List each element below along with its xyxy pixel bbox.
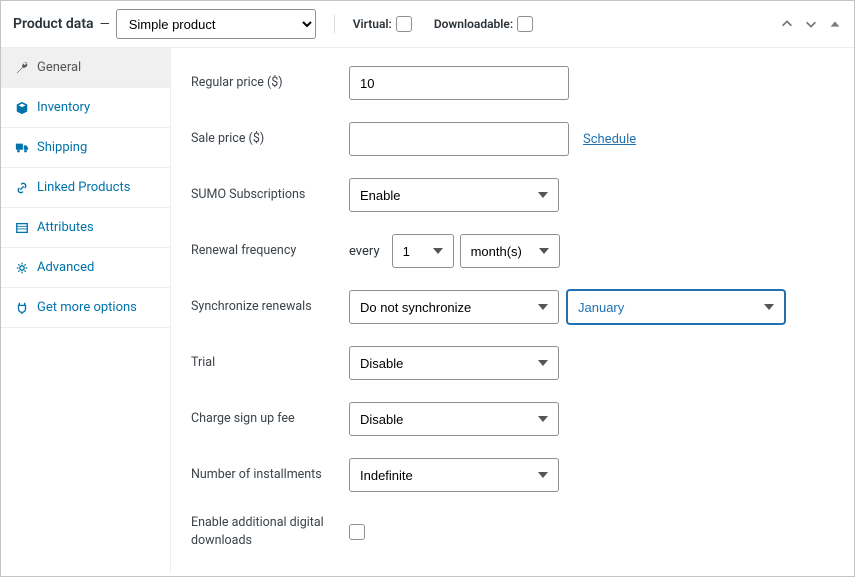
virtual-checkbox[interactable] [396, 16, 412, 32]
product-type-select[interactable]: Simple product [116, 9, 316, 39]
renewal-every-text: every [349, 244, 380, 259]
chevron-down-icon[interactable] [804, 17, 818, 31]
tab-content: Regular price ($) Sale price ($) Schedul… [171, 48, 854, 574]
digital-label: Enable additional digital downloads [191, 514, 349, 549]
tab-general[interactable]: General [1, 48, 170, 88]
regular-price-label: Regular price ($) [191, 74, 349, 92]
tab-inventory-label: Inventory [37, 100, 90, 115]
sync-label: Synchronize renewals [191, 298, 349, 316]
plugin-icon [15, 301, 29, 315]
renewal-unit-select[interactable]: month(s) [460, 234, 560, 268]
tab-linked-label: Linked Products [37, 180, 130, 195]
row-sale-price: Sale price ($) Schedule [191, 122, 834, 156]
product-data-panel: Product data — Simple product Virtual: D… [0, 0, 855, 577]
sumo-select[interactable]: Enable [349, 178, 559, 212]
installments-select[interactable]: Indefinite [349, 458, 559, 492]
panel-title: Product data [13, 16, 94, 32]
header-divider [334, 15, 335, 33]
package-icon [15, 101, 29, 115]
trial-select[interactable]: Disable [349, 346, 559, 380]
tab-advanced-label: Advanced [37, 260, 94, 275]
virtual-label: Virtual: [353, 17, 392, 31]
link-icon [15, 181, 29, 195]
signup-label: Charge sign up fee [191, 410, 349, 428]
tab-linked-products[interactable]: Linked Products [1, 168, 170, 208]
tab-shipping[interactable]: Shipping [1, 128, 170, 168]
sync-month-select[interactable]: January [567, 290, 785, 324]
collapse-icon[interactable] [828, 17, 842, 31]
gear-icon [15, 261, 29, 275]
title-separator: — [100, 17, 110, 32]
trial-label: Trial [191, 354, 349, 372]
renewal-number-select[interactable]: 1 [392, 234, 454, 268]
downloadable-checkbox[interactable] [517, 16, 533, 32]
row-renewal-frequency: Renewal frequency every 1 month(s) [191, 234, 834, 268]
row-signup-fee: Charge sign up fee Disable [191, 402, 834, 436]
sale-price-input[interactable] [349, 122, 569, 156]
tab-attributes[interactable]: Attributes [1, 208, 170, 248]
tab-get-more[interactable]: Get more options [1, 288, 170, 328]
downloadable-label: Downloadable: [434, 17, 513, 31]
row-digital-downloads: Enable additional digital downloads [191, 514, 834, 549]
truck-icon [15, 141, 29, 155]
list-icon [15, 221, 29, 235]
renewal-label: Renewal frequency [191, 242, 349, 260]
tab-attributes-label: Attributes [37, 220, 94, 235]
tab-get-more-label: Get more options [37, 300, 137, 315]
installments-label: Number of installments [191, 466, 349, 484]
sumo-label: SUMO Subscriptions [191, 186, 349, 204]
sync-select[interactable]: Do not synchronize [349, 290, 559, 324]
header-icons [780, 17, 842, 31]
row-trial: Trial Disable [191, 346, 834, 380]
wrench-icon [15, 61, 29, 75]
row-synchronize-renewals: Synchronize renewals Do not synchronize … [191, 290, 834, 324]
regular-price-input[interactable] [349, 66, 569, 100]
tab-general-label: General [37, 60, 81, 75]
row-sumo-subscriptions: SUMO Subscriptions Enable [191, 178, 834, 212]
sale-price-label: Sale price ($) [191, 130, 349, 148]
chevron-up-icon[interactable] [780, 17, 794, 31]
panel-header: Product data — Simple product Virtual: D… [1, 1, 854, 48]
row-installments: Number of installments Indefinite [191, 458, 834, 492]
digital-checkbox[interactable] [349, 524, 365, 540]
row-regular-price: Regular price ($) [191, 66, 834, 100]
signup-select[interactable]: Disable [349, 402, 559, 436]
tab-shipping-label: Shipping [37, 140, 87, 155]
tab-inventory[interactable]: Inventory [1, 88, 170, 128]
schedule-link[interactable]: Schedule [583, 132, 636, 147]
tab-advanced[interactable]: Advanced [1, 248, 170, 288]
panel-body: General Inventory Shipping Linked Produc… [1, 48, 854, 574]
tabs-sidebar: General Inventory Shipping Linked Produc… [1, 48, 171, 574]
